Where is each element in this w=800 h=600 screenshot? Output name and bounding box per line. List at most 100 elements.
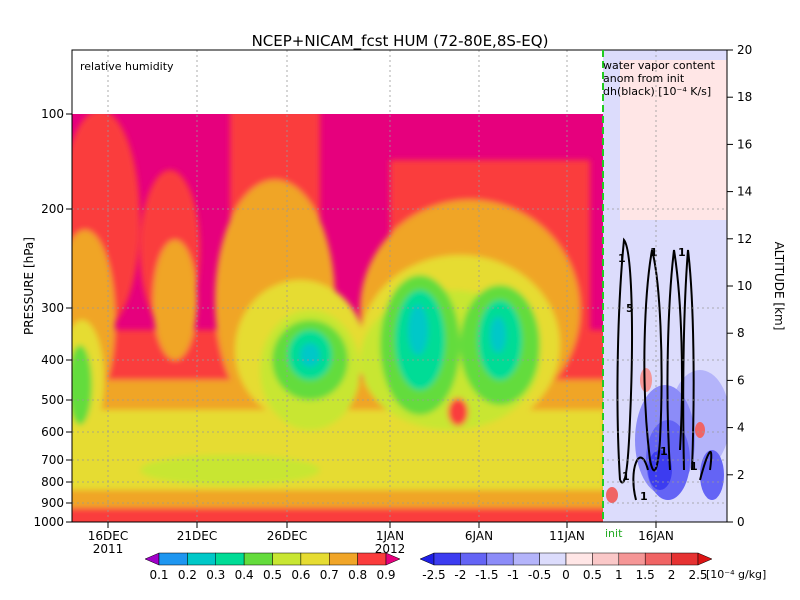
colorbar-swatch	[243, 552, 273, 566]
y-axis-left-label: PRESSURE [hPa]	[22, 237, 36, 335]
right-annotation-line: water vapor content	[603, 59, 716, 72]
y-tick-label-left: 600	[41, 425, 64, 439]
y-tick-label-right: 4	[737, 421, 745, 435]
right-annotation: water vapor content anom from init dh(bl…	[603, 59, 716, 98]
colorbar-swatch	[644, 552, 672, 566]
colorbar-swatch	[460, 552, 488, 566]
colorbar-arrow	[419, 552, 435, 566]
heating-contour	[632, 456, 649, 501]
colorbar-label: 0.7	[320, 568, 339, 582]
x-tick-label: 16DEC	[88, 529, 128, 543]
colorbar-swatch	[565, 552, 593, 566]
colorbar-arrow	[144, 552, 160, 566]
anomaly-fill	[640, 368, 652, 392]
y-tick-label-right: 18	[737, 90, 752, 104]
y-tick-label-right: 6	[737, 373, 745, 387]
colorbar-unit: [10⁻⁴ g/kg]	[706, 568, 766, 581]
x-tick-label: 1JAN	[376, 529, 404, 543]
x-year-label: 2011	[93, 542, 124, 556]
heating-contour	[699, 450, 713, 481]
colorbar-label: 0.6	[291, 568, 310, 582]
y-tick-label-left: 800	[41, 475, 64, 489]
y-tick-label-left: 700	[41, 453, 64, 467]
colorbar-swatch	[592, 552, 620, 566]
colorbar-label: 0.5	[583, 568, 602, 582]
y-tick-label-right: 12	[737, 232, 752, 246]
colorbar-label: -2	[454, 568, 466, 582]
colorbar-label: 0.5	[263, 568, 282, 582]
anomaly-fill	[606, 487, 618, 503]
left-annotation: relative humidity	[80, 60, 174, 73]
rh-contour-fill	[490, 317, 506, 353]
y-tick-label-left: 300	[41, 301, 64, 315]
colorbar-label: 0.3	[206, 568, 225, 582]
anomaly-colorbar: -2.5 -2 -1.5 -1 -0.5 0 0.5 1 1.5 2 2.5[10⁻⁴ g/kg]	[419, 552, 766, 582]
rh-colorbar: 0.1 0.2 0.3 0.4 0.5 0.6 0.7 0.8 0.9	[144, 552, 401, 582]
rh-contour-fill	[140, 455, 320, 485]
rh-heatmap	[72, 114, 603, 522]
rh-contour-fill	[153, 240, 197, 360]
colorbar-label: -1.5	[475, 568, 498, 582]
y-tick-label-right: 20	[737, 43, 752, 57]
colorbar-swatch	[539, 552, 567, 566]
colorbar-swatch	[618, 552, 646, 566]
y-tick-label-right: 0	[737, 515, 745, 529]
contour-label: 1	[678, 246, 686, 259]
contour-label: 1	[640, 490, 648, 503]
heating-contour	[682, 249, 695, 471]
y-tick-label-right: 16	[737, 137, 752, 151]
anomaly-fill	[695, 422, 705, 438]
colorbar-label: 2.5	[688, 568, 707, 582]
colorbar-label: -1	[507, 568, 519, 582]
colorbar-label: 0.4	[235, 568, 254, 582]
y-tick-label-right: 10	[737, 279, 752, 293]
colorbar-label: 1.5	[636, 568, 655, 582]
contour-label: 1	[660, 445, 668, 458]
y-tick-label-right: 2	[737, 468, 745, 482]
contour-label: 5	[626, 302, 634, 315]
x-tick-label: 26DEC	[267, 529, 307, 543]
colorbar-label: 0.9	[376, 568, 395, 582]
rh-contour-fill	[408, 305, 428, 355]
colorbar-swatch	[433, 552, 461, 566]
x-tick-label: 11JAN	[549, 529, 585, 543]
init-label: init	[605, 527, 623, 540]
colorbar-label: 0.1	[149, 568, 168, 582]
colorbar-swatch	[158, 552, 188, 566]
colorbar-swatch	[486, 552, 514, 566]
colorbar-swatch	[357, 552, 387, 566]
y-tick-label-left: 400	[41, 353, 64, 367]
y-tick-label-left: 500	[41, 393, 64, 407]
contour-label: 1	[690, 460, 698, 473]
colorbar-swatch	[215, 552, 245, 566]
rh-contour-fill	[72, 508, 603, 522]
colorbar-label: 1	[615, 568, 623, 582]
y-tick-label-left: 1000	[33, 515, 64, 529]
colorbar-arrow	[385, 552, 401, 566]
right-annotation-line: dh(black) [10⁻⁴ K/s]	[603, 85, 711, 98]
y-tick-label-left: 100	[41, 107, 64, 121]
heating-contour	[666, 249, 683, 471]
y-tick-label-left: 200	[41, 202, 64, 216]
anomaly-fill	[620, 60, 727, 220]
rh-contour-fill	[72, 345, 92, 425]
colorbar-swatch	[187, 552, 216, 566]
chart-title: NCEP+NICAM_fcst HUM (72-80E,8S-EQ)	[252, 32, 549, 51]
colorbar-label: -0.5	[528, 568, 551, 582]
colorbar-label: 2	[668, 568, 676, 582]
colorbar-swatch	[671, 552, 699, 566]
colorbar-arrow	[697, 552, 713, 566]
x-tick-label: 16JAN	[638, 529, 674, 543]
rh-contour-fill	[448, 398, 468, 426]
y-tick-label-left: 900	[41, 496, 64, 510]
x-year-label: 2012	[375, 542, 406, 556]
y-tick-label-right: 8	[737, 326, 745, 340]
colorbar-swatch	[329, 552, 358, 566]
colorbar-label: 0	[562, 568, 570, 582]
y-axis-right-label: ALTITUDE [km]	[772, 242, 786, 331]
x-tick-label: 6JAN	[465, 529, 493, 543]
right-annotation-line: anom from init	[603, 72, 685, 85]
contour-label: 1	[622, 470, 630, 483]
